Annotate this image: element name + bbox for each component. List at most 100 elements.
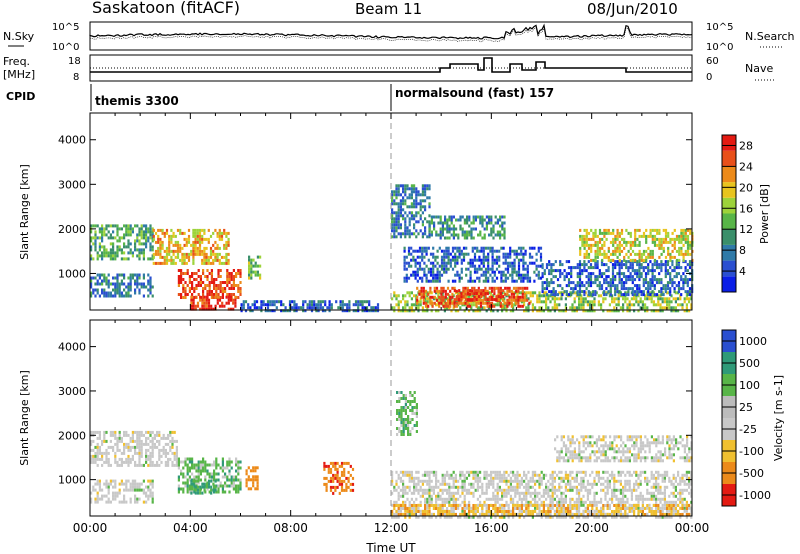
power-cell — [511, 249, 514, 253]
power-cell — [105, 291, 108, 295]
power-cell — [627, 266, 630, 270]
power-cell — [419, 205, 422, 209]
power-cell — [552, 290, 555, 294]
power-cell — [429, 286, 432, 290]
power-cell — [644, 294, 647, 298]
power-cell — [404, 229, 407, 233]
velocity-cell — [470, 491, 473, 495]
power-cell — [631, 293, 634, 297]
velocity-cell — [226, 466, 229, 470]
power-cell — [266, 306, 270, 310]
power-cell — [187, 240, 191, 244]
power-cell — [504, 292, 507, 296]
velocity-cell — [527, 479, 530, 483]
power-cell — [524, 267, 527, 271]
velocity-cell — [103, 451, 106, 455]
power-cell — [232, 275, 235, 278]
velocity-cell — [127, 460, 130, 464]
power-cell — [493, 286, 496, 290]
power-cell — [201, 304, 204, 308]
power-cell — [524, 249, 527, 253]
power-cell — [114, 236, 117, 240]
power-cell — [183, 237, 186, 241]
power-cell — [410, 196, 413, 200]
velocity-cell — [463, 500, 466, 504]
velocity-cell — [254, 487, 257, 491]
power-cell — [402, 297, 405, 301]
velocity-cell — [136, 500, 139, 504]
power-cell — [664, 260, 667, 264]
power-cell — [302, 309, 305, 313]
power-cell — [454, 255, 457, 259]
power-cell — [638, 263, 641, 267]
power-cell — [651, 275, 654, 279]
velocity-cell — [149, 463, 152, 467]
power-cell — [592, 243, 595, 247]
power-cell — [101, 233, 104, 237]
power-cell — [147, 282, 150, 286]
velocity-cell — [419, 500, 422, 504]
power-cell — [218, 304, 222, 308]
velocity-cell — [479, 479, 482, 483]
velocity-cell — [417, 491, 420, 495]
power-cell — [534, 291, 537, 295]
power-cell — [191, 281, 194, 284]
power-cell — [399, 211, 402, 215]
power-cell — [620, 263, 623, 267]
power-cell — [443, 264, 446, 268]
power-cell — [194, 249, 197, 253]
power-cell — [491, 246, 494, 250]
power-cell — [112, 242, 115, 246]
power-cell — [484, 246, 488, 250]
power-cell — [686, 263, 689, 267]
power-cell — [432, 267, 435, 271]
power-cell — [616, 246, 619, 250]
power-cell — [587, 278, 590, 282]
velocity-cell — [419, 479, 422, 483]
power-cell — [315, 309, 318, 313]
velocity-cell — [162, 433, 165, 437]
power-cell — [127, 285, 130, 289]
velocity-cell — [156, 463, 159, 467]
power-cell — [622, 281, 626, 285]
power-cell — [638, 228, 641, 232]
velocity-cell — [142, 500, 145, 504]
power-cell — [688, 266, 692, 270]
power-cell — [168, 246, 171, 250]
power-cell — [629, 252, 632, 256]
velocity-cell — [204, 490, 207, 494]
power-cell — [499, 295, 502, 299]
velocity-cell — [164, 460, 167, 464]
velocity-cell — [501, 473, 504, 477]
power-cell — [206, 269, 209, 272]
power-cell — [578, 303, 581, 307]
velocity-cell — [439, 488, 442, 492]
power-cell — [536, 294, 539, 298]
power-cell — [503, 230, 506, 234]
power-cell — [213, 284, 216, 287]
power-cell — [460, 270, 463, 274]
power-cell — [589, 275, 593, 279]
power-cell — [494, 221, 497, 225]
power-cell — [578, 293, 582, 297]
velocity-cell — [505, 503, 508, 507]
power-cell — [123, 224, 126, 228]
power-cell — [583, 252, 586, 256]
power-cell — [196, 237, 199, 241]
power-cell — [623, 240, 626, 244]
power-cell — [688, 263, 692, 267]
power-cell — [315, 303, 318, 307]
power-cell — [662, 249, 665, 253]
velocity-cell — [457, 479, 460, 483]
velocity-cell — [538, 485, 541, 489]
power-cell — [603, 252, 606, 256]
velocity-cell — [476, 503, 479, 507]
velocity-cell — [393, 500, 396, 504]
power-cell — [655, 260, 659, 264]
power-cell — [183, 243, 186, 247]
power-cell — [424, 226, 427, 230]
velocity-cell — [501, 476, 504, 480]
velocity-cell — [468, 488, 471, 492]
power-cell — [682, 243, 685, 247]
power-cell — [182, 278, 185, 281]
